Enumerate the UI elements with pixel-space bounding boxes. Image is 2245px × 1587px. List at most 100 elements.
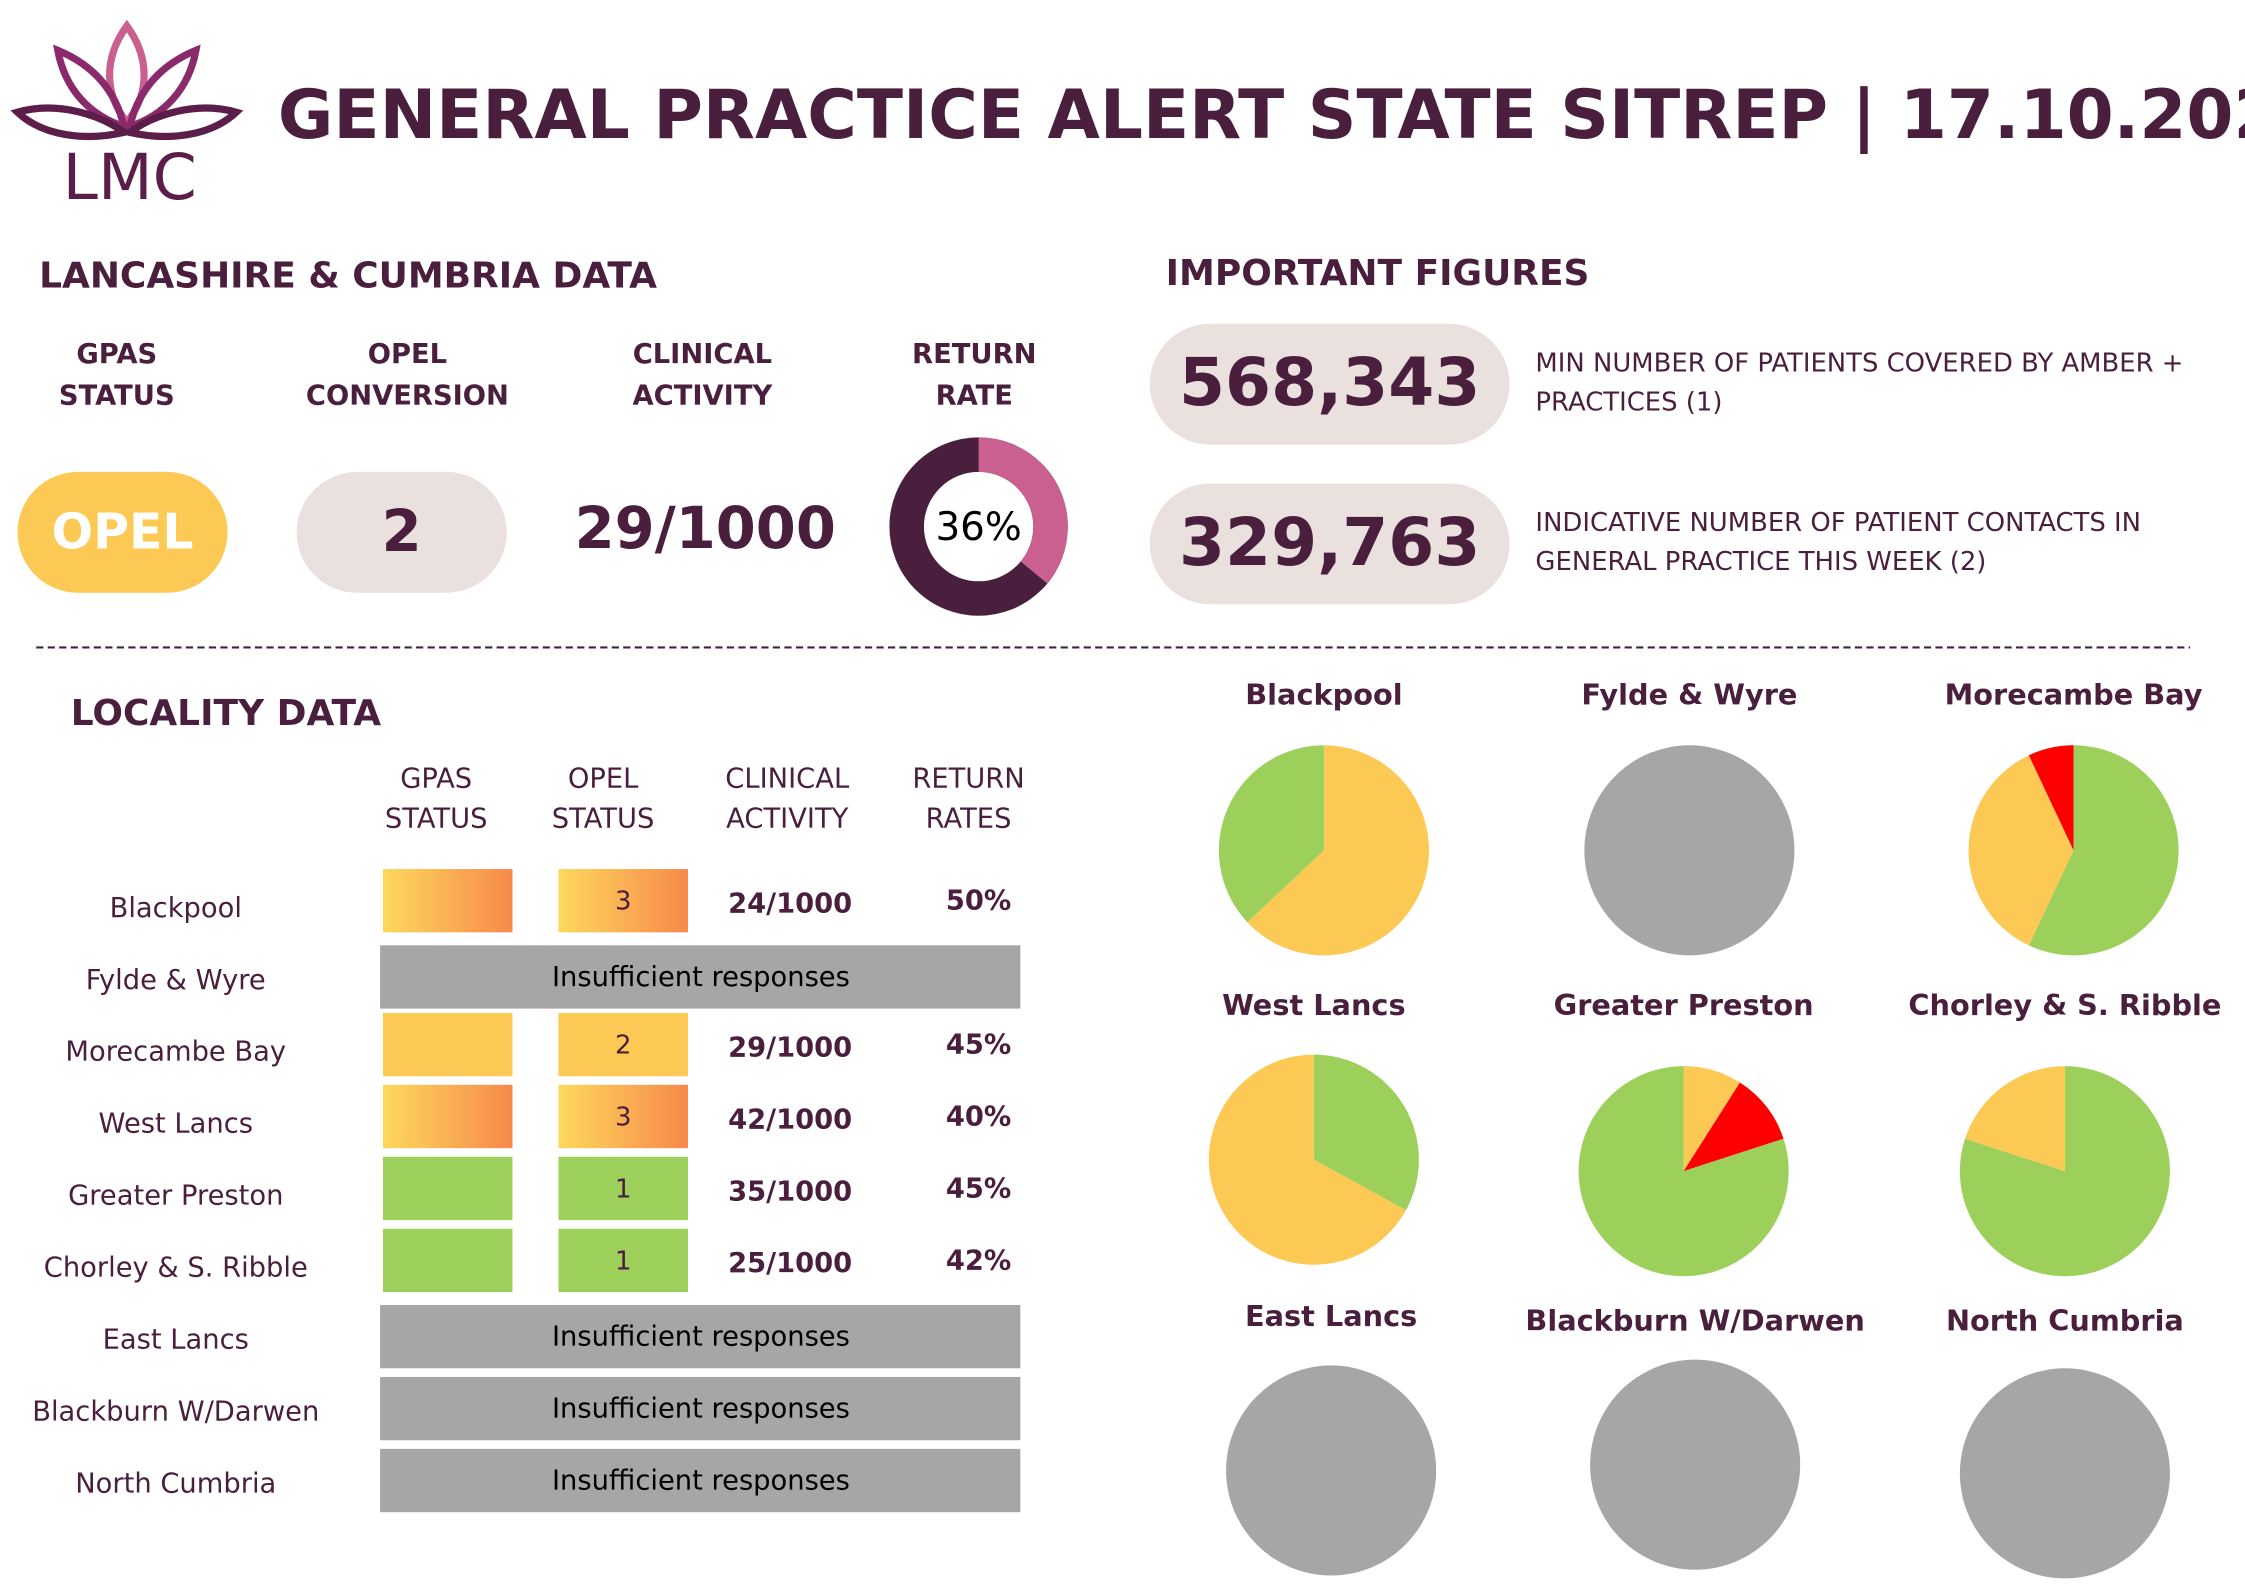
column-label: RETURN (912, 763, 1024, 794)
column-label: STATUS (385, 804, 488, 835)
opel-box (558, 1228, 688, 1293)
figure-value: 329,763 (1179, 504, 1480, 581)
section-title: LANCASHIRE & CUMBRIA DATA (39, 256, 657, 297)
opel-status: 3 (615, 887, 631, 917)
opel-box (558, 869, 688, 933)
locality-name: Fylde & Wyre (86, 965, 266, 996)
locality-name: Greater Preston (68, 1181, 283, 1212)
figure-text: GENERAL PRACTICE THIS WEEK (2) (1535, 547, 1986, 577)
insufficient-box (380, 1376, 1021, 1441)
opel-status: 3 (615, 1102, 631, 1132)
clinical-value: 29/1000 (575, 495, 836, 562)
section-title: IMPORTANT FIGURES (1166, 253, 1590, 294)
opel-box (558, 1156, 688, 1221)
petal (53, 44, 129, 133)
return-rate: 40% (946, 1101, 1011, 1132)
donut-arc (889, 437, 1068, 616)
return-rate: 45% (946, 1030, 1011, 1061)
status-pill (17, 471, 228, 593)
pie-slice (1683, 1082, 1784, 1172)
return-rate: 45% (946, 1173, 1011, 1204)
pie-title: East Lancs (1245, 1299, 1417, 1333)
column-label: CLINICAL (633, 339, 772, 370)
locality-name: East Lancs (103, 1324, 249, 1355)
petal (10, 104, 133, 140)
figure-text: PRACTICES (1) (1535, 387, 1722, 417)
logo (10, 19, 244, 140)
donut-label: 36% (935, 505, 1021, 550)
locality-name: Blackpool (110, 893, 242, 924)
clinical-activity: 29/1000 (728, 1032, 852, 1063)
petal (121, 104, 244, 140)
pie-title: North Cumbria (1946, 1303, 2184, 1337)
gpas-box (382, 1012, 513, 1077)
clinical-activity: 42/1000 (728, 1104, 852, 1135)
column-label: GPAS (76, 339, 157, 370)
pie-slice (1208, 1054, 1406, 1265)
gpas-box (382, 1156, 513, 1221)
column-label: OPEL (568, 763, 639, 794)
insufficient-text: Insufficient responses (552, 1465, 850, 1496)
figure-value: 568,343 (1179, 344, 1480, 421)
pie-title: Blackburn W/Darwen (1525, 1303, 1864, 1337)
pie-title: Fylde & Wyre (1581, 677, 1797, 711)
insufficient-text: Insufficient responses (552, 1322, 850, 1353)
insufficient-box (380, 945, 1021, 1009)
locality-name: West Lancs (99, 1109, 253, 1140)
column-label: RATE (936, 381, 1013, 412)
column-label: GPAS (400, 763, 472, 794)
pie-title: Blackpool (1245, 677, 1402, 711)
locality-name: Chorley & S. Ribble (44, 1253, 308, 1284)
opel-pill (296, 471, 507, 593)
opel-status: 2 (615, 1031, 631, 1061)
opel-value: 2 (382, 498, 422, 565)
petal (124, 44, 201, 133)
pie-slice (1218, 745, 1324, 923)
pie-slice (1590, 1359, 1801, 1570)
pie-title: Morecambe Bay (1945, 677, 2203, 711)
pie-slice (1965, 1066, 2065, 1172)
column-label: CONVERSION (306, 381, 509, 412)
gpas-box (382, 1228, 513, 1293)
column-label: RATES (926, 804, 1012, 835)
pie-slice (1247, 745, 1429, 956)
clinical-activity: 24/1000 (728, 889, 852, 920)
return-rate: 42% (946, 1245, 1011, 1276)
petal (106, 19, 148, 129)
return-rate: 50% (946, 886, 1011, 917)
pie-title: Chorley & S. Ribble (1908, 988, 2221, 1022)
figure-text: INDICATIVE NUMBER OF PATIENT CONTACTS IN (1535, 508, 2141, 538)
opel-status: 1 (615, 1246, 631, 1276)
figure-pill (1149, 323, 1510, 445)
title: GENERAL PRACTICE ALERT STATE SITREP | 17… (278, 75, 2245, 154)
pie-title: West Lancs (1222, 988, 1406, 1022)
locality-name: Blackburn W/Darwen (32, 1396, 319, 1427)
clinical-activity: 35/1000 (728, 1176, 852, 1207)
column-label: CLINICAL (725, 763, 850, 794)
pie-slice (1226, 1365, 1437, 1576)
pie-slice (1959, 1368, 2170, 1579)
pie-slice (1968, 755, 2074, 946)
column-label: ACTIVITY (632, 381, 773, 412)
logo-text: LMC (63, 140, 197, 214)
pie-slice (1683, 1066, 1740, 1172)
gpas-box (382, 1084, 513, 1149)
opel-box (558, 1012, 688, 1077)
opel-box (558, 1084, 688, 1149)
status-value: OPEL (52, 504, 194, 561)
opel-status: 1 (615, 1174, 631, 1204)
pie-slice (2028, 745, 2179, 956)
pie-slice (1578, 1066, 1789, 1277)
locality-name: North Cumbria (75, 1468, 276, 1499)
pie-title: Greater Preston (1554, 988, 1814, 1022)
pie-slice (1584, 745, 1795, 956)
pie-slice (2028, 745, 2074, 851)
insufficient-text: Insufficient responses (552, 1394, 850, 1425)
column-label: STATUS (552, 804, 655, 835)
figure-pill (1149, 483, 1510, 605)
column-label: OPEL (368, 339, 447, 370)
column-label: ACTIVITY (726, 804, 848, 835)
locality-name: Morecambe Bay (65, 1037, 286, 1068)
